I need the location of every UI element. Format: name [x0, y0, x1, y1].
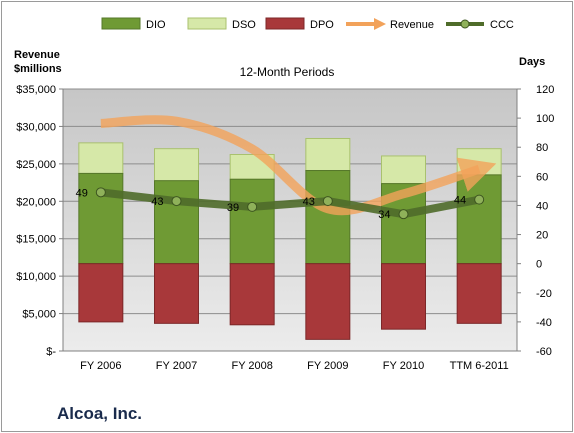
bar-dpo: [305, 263, 351, 340]
legend-swatch-dso: [187, 17, 227, 30]
legend-label-dso: DSO: [232, 19, 256, 31]
right-tick-label: 20: [536, 230, 548, 242]
bar-dso: [78, 142, 124, 174]
x-tick-label: TTM 6-2011: [450, 360, 509, 372]
left-tick-label: $-: [46, 346, 56, 358]
left-tick-label: $10,000: [16, 271, 56, 283]
ccc-marker: [322, 196, 333, 207]
bar-dpo: [229, 263, 275, 326]
right-tick-label: 60: [536, 171, 548, 183]
ccc-marker: [474, 194, 485, 205]
bar-dpo: [456, 263, 502, 324]
company-name: Alcoa, Inc.: [57, 404, 143, 423]
bar-dpo: [381, 263, 426, 330]
ccc-marker: [171, 196, 182, 207]
legend-label-ccc: CCC: [490, 19, 514, 31]
left-tick-label: $30,000: [16, 121, 56, 133]
ccc-marker: [398, 209, 409, 220]
ccc-data-label: 49: [76, 187, 88, 199]
ccc-data-label: 39: [227, 202, 239, 214]
legend-label-revenue: Revenue: [390, 19, 434, 31]
revenue-arrow-line: [100, 115, 497, 216]
bar-dso: [305, 137, 351, 172]
ccc-data-label: 43: [303, 196, 315, 208]
right-tick-label: 0: [536, 259, 542, 271]
right-tick-label: 80: [536, 142, 548, 154]
legend-label-dpo: DPO: [310, 19, 334, 31]
axes: $- $5,000 $10,000 $15,000 $20,000 $25,000 $30,…: [16, 84, 554, 372]
ccc-data-label: 44: [454, 195, 466, 207]
bar-dio: [305, 170, 351, 265]
left-tick-label: $15,000: [16, 234, 56, 246]
left-axis-title-line2: $millions: [14, 63, 62, 75]
legend-label-dio: DIO: [146, 19, 166, 31]
left-tick-label: $35,000: [16, 84, 56, 96]
bar-dso: [381, 155, 426, 185]
x-tick-label: FY 2007: [156, 360, 197, 372]
legend-swatch-dio: [101, 17, 141, 30]
x-tick-label: FY 2009: [307, 360, 348, 372]
left-axis-title-line1: Revenue: [14, 49, 60, 61]
ccc-marker: [95, 187, 106, 198]
legend-swatch-dpo: [265, 17, 305, 30]
ccc-line: [100, 188, 480, 219]
bar-dpo: [78, 263, 124, 323]
legend-arrowhead: [374, 18, 386, 30]
legend-marker-ccc: [460, 19, 470, 29]
ccc-marker: [247, 201, 258, 212]
right-axis-title: Days: [519, 56, 545, 68]
chart-title: 12-Month Periods: [240, 65, 335, 79]
ccc-data-label: 34: [378, 209, 390, 221]
x-tick-label: FY 2008: [231, 360, 272, 372]
x-tick-label: FY 2010: [383, 360, 424, 372]
right-tick-label: 100: [536, 113, 554, 125]
right-tick-label: 40: [536, 200, 548, 212]
right-tick-label: -40: [536, 317, 552, 329]
ccc-data-label: 43: [151, 196, 163, 208]
x-tick-label: FY 2006: [80, 360, 121, 372]
bar-dio: [229, 178, 275, 265]
bar-dio: [456, 174, 502, 265]
right-tick-label: -60: [536, 346, 552, 358]
bar-dpo: [154, 263, 199, 324]
legend: DIO DSO DPO Revenue CCC: [101, 17, 514, 31]
left-tick-label: $25,000: [16, 159, 56, 171]
left-tick-label: $5,000: [22, 309, 56, 321]
lines: 49 43 39 43 34 44: [76, 115, 497, 221]
bar-dso: [154, 148, 199, 182]
right-tick-label: -20: [536, 288, 552, 300]
right-tick-label: 120: [536, 84, 554, 96]
plot-area: [63, 89, 517, 351]
left-tick-label: $20,000: [16, 196, 56, 208]
bar-dio: [154, 180, 199, 265]
